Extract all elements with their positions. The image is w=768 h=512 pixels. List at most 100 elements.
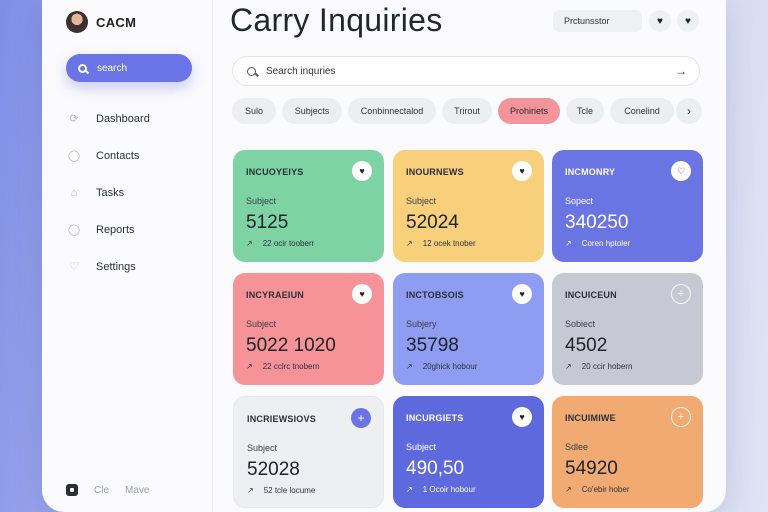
profile-field[interactable]: Prctunsstor (553, 10, 642, 32)
inquiry-card[interactable]: INOURNEWS ♥ Subject 52024 ↗ 12 ocek tnobe… (393, 150, 544, 262)
inquiry-card[interactable]: INCUIMIWE + Sdlee 54920 ↗ Co'ebir hober (552, 396, 703, 508)
footer-left-link[interactable]: Cle (94, 484, 110, 496)
trend-icon: ↗ (246, 239, 253, 248)
heart-icon[interactable]: ♥ (512, 407, 532, 427)
card-footer: ↗ Co'ebir hober (565, 485, 629, 494)
trend-icon: ↗ (406, 239, 413, 248)
sidebar-nav: ⟳ Dashboard ◯ Contacts ⌂ Tasks ◯ Reports… (66, 100, 150, 285)
sidebar-item-reports[interactable]: ◯ Reports (66, 211, 150, 248)
card-value: 35798 (406, 335, 459, 356)
card-subject: Sopect (565, 196, 594, 206)
chip[interactable]: Sulo (232, 98, 276, 124)
chip[interactable]: Conelind (610, 98, 674, 124)
sidebar-item-dashboard[interactable]: ⟳ Dashboard (66, 100, 150, 137)
card-footer-text: 12 ocek tnober (422, 239, 476, 248)
favorites-button[interactable]: ♥ (649, 10, 671, 32)
card-footer: ↗ 22 cclrc tnobern (246, 362, 320, 371)
plus-icon[interactable]: + (671, 284, 691, 304)
heart-icon[interactable]: ♥ (512, 161, 532, 181)
card-value: 54920 (565, 458, 618, 479)
footer-right-link[interactable]: Mave (125, 484, 150, 496)
card-title: INCUIMIWE (565, 413, 616, 423)
trend-icon: ↗ (406, 362, 413, 371)
card-value: 52028 (247, 459, 300, 480)
heart-icon[interactable]: ♥ (352, 161, 372, 181)
trend-icon: ↗ (246, 362, 253, 371)
card-footer-text: 20 ccir hobern (581, 362, 633, 371)
page-title: Carry Inquiries (230, 2, 443, 38)
card-value: 52024 (406, 212, 459, 233)
sidebar-item-contacts[interactable]: ◯ Contacts (66, 137, 150, 174)
card-subject: Subject (406, 442, 437, 452)
sidebar-item-label: Tasks (96, 186, 125, 199)
chip[interactable]: Tcle (566, 98, 604, 124)
card-footer: ↗ 22 ocir tooberr (246, 239, 314, 248)
chip[interactable]: Conbinnectalod (348, 98, 436, 124)
heart-icon[interactable]: ♥ (352, 284, 372, 304)
settings-icon: ♡ (69, 261, 79, 273)
inquiry-card[interactable]: INCUOYEIYS ♥ Subject 5125 ↗ 22 ocir toobe… (233, 150, 384, 262)
card-subject: Subject (246, 196, 277, 206)
trend-icon: ↗ (406, 485, 413, 494)
sidebar-footer: Cle Mave (66, 484, 149, 496)
chip[interactable]: Trirout (442, 98, 492, 124)
card-footer-text: Co'ebir hober (581, 485, 630, 494)
card-footer-text: 22 ocir tooberr (262, 239, 315, 248)
search-icon (78, 63, 87, 73)
likes-button[interactable]: ♥ (677, 10, 699, 32)
card-footer-text: Coren hptoler (581, 239, 631, 248)
inquiry-card[interactable]: INCMONRY ♡ Sopect 340250 ↗ Coren hptoler (552, 150, 703, 262)
chip-active[interactable]: Prohiriets (498, 98, 560, 124)
heart-icon: ♥ (657, 15, 663, 27)
inquiry-card[interactable]: INCUICEUN + Sobiect 4502 ↗ 20 ccir hobern (552, 273, 703, 385)
card-value: 490,50 (406, 458, 465, 479)
plus-icon[interactable]: + (671, 407, 691, 427)
card-subject: Subject (247, 443, 278, 453)
chevron-right-icon[interactable]: › (676, 98, 702, 124)
card-value: 4502 (565, 335, 608, 356)
dashboard-icon: ⟳ (69, 113, 79, 125)
card-title: INOURNEWS (406, 167, 464, 177)
avatar[interactable] (66, 11, 88, 33)
footer-square-icon[interactable] (66, 484, 78, 496)
heart-icon: ♥ (685, 15, 691, 27)
sidebar-item-label: Dashboard (96, 112, 150, 125)
sidebar-item-label: Settings (96, 260, 136, 273)
card-title: INCUICEUN (565, 290, 617, 300)
card-value: 340250 (565, 212, 629, 233)
heart-icon[interactable]: ♥ (512, 284, 532, 304)
card-footer: ↗ 20ghick hobour (406, 362, 477, 371)
sidebar-item-settings[interactable]: ♡ Settings (66, 248, 150, 285)
card-footer-text: 22 cclrc tnobern (262, 362, 320, 371)
card-title: INCMONRY (565, 167, 616, 177)
card-footer: ↗ 52 tcle locume (247, 486, 315, 495)
heart-icon[interactable]: ♡ (671, 161, 691, 181)
sidebar-item-tasks[interactable]: ⌂ Tasks (66, 174, 150, 211)
card-subject: Subject (246, 319, 277, 329)
plus-icon[interactable]: + (351, 408, 371, 428)
brand[interactable]: CACM (66, 11, 136, 33)
card-title: INCUOYEIYS (246, 167, 304, 177)
inquiry-card[interactable]: INCTOBSOIS ♥ Subjery 35798 ↗ 20ghick hobo… (393, 273, 544, 385)
card-footer: ↗ 1 Ocoir hobour (406, 485, 476, 494)
search-input[interactable] (264, 64, 668, 78)
card-footer-text: 52 tcle locume (263, 486, 316, 495)
card-title: INCYRAEIUN (246, 290, 305, 300)
inquiry-card[interactable]: INCYRAEIUN ♥ Subject 5022 1020 ↗ 22 cclrc… (233, 273, 384, 385)
arrow-right-icon[interactable]: → (675, 64, 687, 78)
tasks-icon: ⌂ (70, 186, 78, 199)
brand-name: CACM (96, 14, 137, 30)
card-subject: Subject (406, 196, 437, 206)
inquiry-card[interactable]: INCRIEWSIOVS + Subject 52028 ↗ 52 tcle lo… (233, 396, 384, 508)
chip[interactable]: Subjects (282, 98, 342, 124)
trend-icon: ↗ (565, 485, 572, 494)
inquiry-card[interactable]: INCURGIETS ♥ Subject 490,50 ↗ 1 Ocoir hob… (393, 396, 544, 508)
search-icon (247, 66, 256, 76)
contacts-icon: ◯ (67, 150, 81, 162)
trend-icon: ↗ (565, 239, 572, 248)
sidebar-search-button[interactable]: search (66, 54, 192, 82)
card-footer-text: 1 Ocoir hobour (422, 485, 476, 494)
card-title: INCRIEWSIOVS (247, 414, 316, 424)
trend-icon: ↗ (247, 486, 254, 495)
sidebar: CACM search ⟳ Dashboard ◯ Contacts ⌂ Tas… (42, 0, 213, 512)
